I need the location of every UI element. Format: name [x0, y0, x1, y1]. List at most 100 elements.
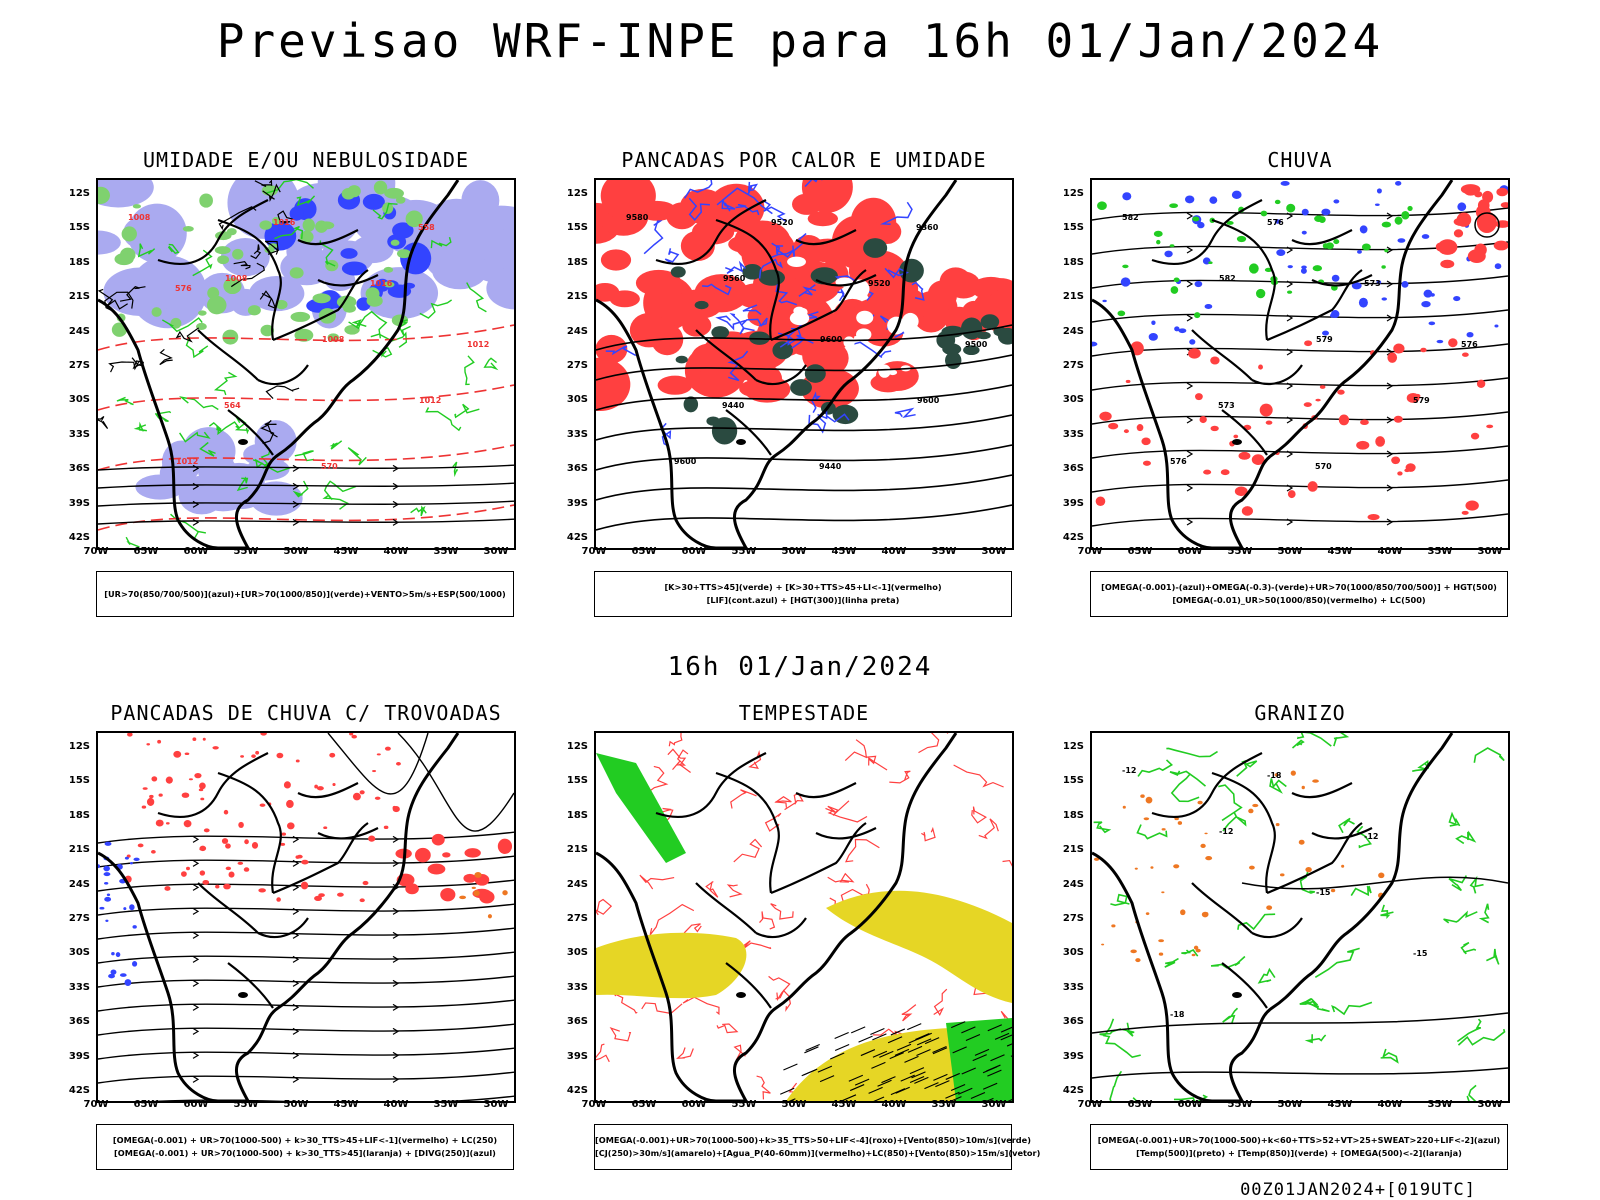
lif-contour — [605, 345, 637, 357]
omega-500-patch — [1111, 924, 1116, 928]
divergence-blue-patch — [133, 857, 140, 862]
precip-water-contour — [716, 1023, 739, 1034]
omega-weak-patch — [1204, 303, 1213, 309]
temp-850-contour — [1455, 830, 1477, 845]
lon-tick-label: 30W — [1477, 546, 1503, 557]
omega-500-patch — [1290, 770, 1296, 776]
rh-mid-patch — [486, 267, 514, 310]
wind-vector — [872, 1050, 888, 1058]
state-border — [197, 882, 259, 934]
streamline — [1092, 377, 1508, 391]
map-svg-pancadas-trovoadas — [98, 733, 514, 1101]
thunder-red-patch — [186, 866, 190, 871]
streamline — [98, 518, 514, 525]
temp-850-contour — [1333, 733, 1350, 747]
coastline — [596, 180, 958, 548]
wind-vectors — [780, 1021, 1012, 1101]
precip-water-contour — [889, 770, 911, 784]
lat-tick-label: 39S — [566, 1050, 588, 1062]
rh-low-patch — [182, 226, 194, 232]
state-border — [655, 199, 767, 265]
map-geography — [1092, 733, 1454, 1101]
wind-vector — [871, 1061, 886, 1069]
divergence-blue-patch — [104, 881, 109, 885]
state-border — [1191, 329, 1253, 381]
legend-line: [K>30+TTS>45](verde) + [K>30+TTS>45+LI<-… — [664, 582, 942, 592]
legend-line: [CJ(250)>30m/s](amarelo)+[Agua_P(40-60mm… — [595, 1148, 1041, 1158]
state-border — [272, 269, 369, 342]
thunder-red-patch — [251, 841, 259, 849]
thunder-red-patch — [221, 838, 229, 844]
contour-label: -12 — [1122, 766, 1136, 775]
divergence-blue-patch — [108, 973, 115, 979]
lif-contour — [758, 258, 783, 279]
streamline-arrow — [1386, 212, 1394, 220]
contour-label: 576 — [1267, 218, 1284, 227]
temp-500 — [1092, 1067, 1508, 1079]
lif-contour — [880, 201, 913, 226]
lon-tick-label: 35W — [931, 546, 957, 557]
rh-mid-patch — [159, 457, 195, 489]
thunder-red-patch — [283, 781, 291, 789]
omega-weak-patch — [1189, 339, 1196, 345]
rh-low — [116, 180, 499, 548]
rh-low-contour — [294, 450, 315, 462]
state-border — [157, 752, 269, 818]
rain-red-patch — [1241, 506, 1253, 516]
lat-tick-label: 36S — [566, 463, 588, 475]
thunder-red-patch — [192, 737, 197, 742]
state-border — [1291, 229, 1353, 246]
lat-tick-label: 39S — [1062, 1050, 1084, 1062]
temp-850-contour — [1237, 913, 1276, 931]
thunder-red-patch — [225, 843, 231, 849]
wind-vector — [916, 1038, 932, 1046]
streamline-arrow — [1286, 212, 1294, 220]
instab-li-patch — [801, 180, 853, 213]
lon-tick-label: 45W — [1327, 546, 1353, 557]
lon-tick-label: 30W — [981, 1099, 1007, 1110]
lat-tick-label: 33S — [566, 981, 588, 993]
rh-low-contour — [348, 319, 367, 330]
state-border — [1211, 771, 1276, 894]
map-geography — [98, 180, 460, 548]
map-geography — [98, 733, 460, 1101]
state-border — [1266, 822, 1363, 895]
instab-k-patch — [942, 343, 962, 355]
omega-weak-patch — [1322, 330, 1329, 336]
pressure-contour — [98, 416, 109, 429]
rain-red-patch — [1482, 190, 1494, 203]
wind-vector — [894, 1048, 910, 1056]
wind-vector — [890, 1028, 906, 1036]
rh-low-contour — [329, 440, 343, 450]
pressure-contour — [175, 327, 200, 343]
omega-strong-patch — [1208, 261, 1213, 265]
lif-contour — [837, 288, 845, 302]
temp-850-contour — [1222, 1007, 1239, 1025]
clear-area-patch — [843, 336, 855, 349]
streamline-arrow — [1286, 484, 1294, 492]
omega-weak-patch — [1276, 249, 1286, 256]
wind-vector — [917, 1032, 932, 1040]
contour-label: 9520 — [771, 218, 794, 227]
thunder-red-patch — [281, 832, 287, 836]
rh-low-contour — [217, 421, 241, 436]
thunder-red-patch — [199, 870, 206, 876]
lat-tick-label: 15S — [68, 222, 90, 234]
rain-red-patch — [1315, 398, 1321, 402]
wind-vector — [1008, 1099, 1012, 1101]
coastline — [596, 733, 958, 1101]
omega-weak-patch — [1280, 181, 1290, 186]
omega-500 — [1093, 794, 1213, 963]
lat-tick-label: 39S — [566, 497, 588, 509]
rain-red-patch — [1234, 486, 1248, 497]
omega-500-patch — [1145, 912, 1150, 916]
thunder-red-patch — [260, 733, 267, 736]
map-svg-umidade: 1008 1008 1008 1012 1012 1016 1016 1012 564 570 55… — [98, 180, 514, 548]
map-panel-umidade: 1008 1008 1008 1012 1012 1016 1016 1012 564 570 55… — [96, 178, 516, 550]
state-border — [695, 882, 757, 934]
thunder-red-patch — [497, 838, 513, 854]
lat-tick-label: 21S — [566, 844, 588, 856]
temp-850-contour — [1473, 747, 1505, 763]
rain-red-patch — [1437, 239, 1458, 255]
omega-500-patch — [1204, 832, 1208, 835]
